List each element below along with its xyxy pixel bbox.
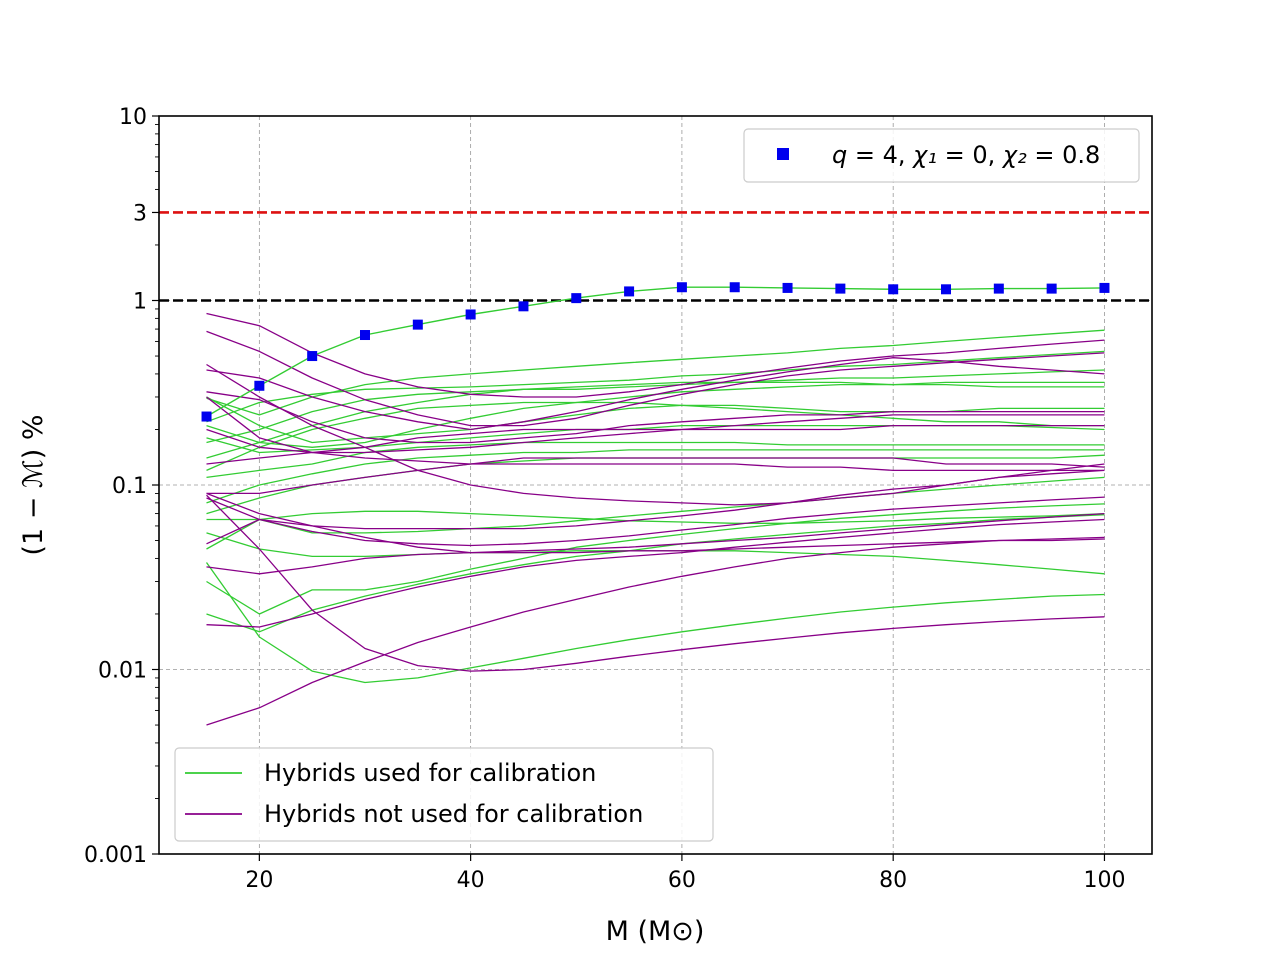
series-line-non-calibration-7 bbox=[206, 414, 1105, 454]
series-line-calibration-16 bbox=[205, 562, 1105, 684]
highlight-point bbox=[307, 351, 318, 362]
series-line-non-calibration-8 bbox=[206, 396, 1105, 472]
series-line-calibration-11 bbox=[206, 476, 1105, 534]
highlight-point bbox=[412, 319, 423, 330]
series-line-calibration-14 bbox=[206, 503, 1105, 615]
y-tick-label: 1 bbox=[133, 290, 147, 315]
highlight-line bbox=[206, 286, 1105, 418]
series-line-non-calibration-1 bbox=[206, 312, 1105, 398]
series-line-non-calibration-12 bbox=[206, 518, 1105, 554]
legend-square-marker-icon bbox=[777, 148, 789, 160]
legend-upper: q = 4, χ₁ = 0, χ₂ = 0.8 bbox=[743, 128, 1140, 183]
legend-upper-box bbox=[743, 128, 1140, 183]
series-line-non-calibration-5 bbox=[206, 391, 1105, 444]
x-tick-label: 20 bbox=[245, 868, 273, 893]
highlight-point bbox=[518, 301, 529, 312]
legend-highlight-label: q = 4, χ₁ = 0, χ₂ = 0.8 bbox=[832, 141, 1100, 169]
x-tick-label: 40 bbox=[457, 868, 485, 893]
highlight-series bbox=[201, 282, 1110, 422]
y-tick-label: 3 bbox=[133, 201, 147, 226]
highlight-point bbox=[676, 282, 687, 293]
y-tick-label: 0.1 bbox=[112, 474, 147, 499]
legend-lower: Hybrids used for calibration Hybrids not… bbox=[174, 747, 714, 842]
highlight-point bbox=[729, 282, 740, 293]
series-line-non-calibration-15 bbox=[206, 536, 1105, 726]
highlight-point bbox=[465, 309, 476, 320]
y-tick-label: 10 bbox=[119, 105, 147, 130]
highlight-point bbox=[782, 282, 793, 293]
series-line-non-calibration-11 bbox=[206, 496, 1105, 547]
x-axis-ticks: 20 40 60 80 100 bbox=[245, 854, 1125, 893]
y-tick-label: 0.01 bbox=[98, 659, 147, 684]
series-line-non-calibration-6 bbox=[206, 424, 1105, 465]
series-line-non-calibration-16 bbox=[206, 494, 1105, 672]
series-line-calibration-3 bbox=[206, 369, 1105, 444]
series-line-calibration-4 bbox=[206, 381, 1105, 459]
highlight-point bbox=[1046, 283, 1057, 294]
legend-lower-box bbox=[174, 747, 714, 842]
series-line-non-calibration-3 bbox=[206, 357, 1105, 431]
series-line-non-calibration-13 bbox=[206, 512, 1105, 575]
highlight-point bbox=[254, 380, 265, 391]
legend-calibration-label: Hybrids used for calibration bbox=[264, 759, 596, 787]
series-line-calibration-13 bbox=[206, 510, 1105, 550]
series-layer bbox=[205, 312, 1105, 726]
x-tick-label: 60 bbox=[668, 868, 696, 893]
y-axis-ticks: 0.001 0.01 0.1 1 3 10 bbox=[84, 105, 159, 868]
series-line-non-calibration-14 bbox=[206, 518, 1105, 628]
reference-lines bbox=[159, 211, 1152, 302]
y-axis-label: (1 − ℳ) % bbox=[18, 414, 49, 555]
highlight-point bbox=[993, 283, 1004, 294]
x-tick-label: 80 bbox=[879, 868, 907, 893]
highlight-point bbox=[835, 283, 846, 294]
series-line-calibration-15 bbox=[206, 514, 1105, 633]
series-line-non-calibration-10 bbox=[206, 469, 1105, 530]
x-tick-label: 100 bbox=[1083, 868, 1125, 893]
legend-non-calibration-label: Hybrids not used for calibration bbox=[264, 800, 643, 828]
highlight-point bbox=[624, 286, 635, 297]
highlight-point bbox=[571, 293, 582, 304]
highlight-point bbox=[201, 411, 212, 422]
series-line-calibration-9 bbox=[206, 449, 1105, 504]
series-line-calibration-2 bbox=[206, 350, 1105, 423]
series-line-non-calibration-9 bbox=[206, 457, 1105, 495]
x-axis-label: M (M⊙) bbox=[606, 916, 705, 947]
series-line-calibration-8 bbox=[206, 441, 1105, 479]
y-tick-label: 0.001 bbox=[84, 843, 147, 868]
series-line-calibration-1 bbox=[206, 329, 1105, 416]
highlight-point bbox=[359, 330, 370, 341]
highlight-point bbox=[941, 284, 952, 295]
highlight-point bbox=[888, 284, 899, 295]
series-line-calibration-17 bbox=[206, 401, 1105, 471]
highlight-point bbox=[1099, 282, 1110, 293]
